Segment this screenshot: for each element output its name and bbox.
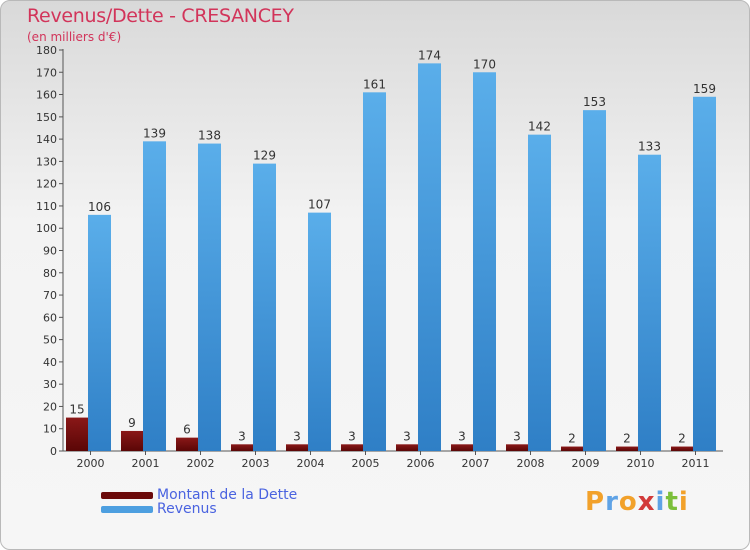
x-tick-label: 2011: [682, 457, 710, 470]
data-label-dette: 2: [623, 432, 631, 446]
x-tick-label: 2007: [462, 457, 490, 470]
y-tick-label: 140: [36, 133, 57, 146]
logo-letter: P: [585, 487, 606, 517]
data-label-dette: 3: [458, 429, 466, 443]
logo-letter: t: [665, 487, 679, 517]
data-label-revenus: 159: [693, 82, 716, 96]
bar-revenus: [88, 214, 111, 451]
logo-letter: o: [618, 487, 638, 517]
legend-swatch-debt: [101, 492, 153, 499]
data-label-revenus: 139: [143, 126, 166, 140]
data-label-dette: 3: [238, 429, 246, 443]
y-tick-label: 110: [36, 200, 57, 213]
y-tick-label: 0: [50, 445, 57, 458]
data-label-dette: 9: [128, 416, 136, 430]
proxiti-logo: Proxiti: [585, 487, 689, 517]
bar-revenus: [528, 134, 551, 451]
data-label-dette: 2: [678, 432, 686, 446]
bar-revenus: [363, 92, 386, 452]
bar-revenus: [308, 212, 331, 451]
x-tick-label: 2003: [242, 457, 270, 470]
x-tick-label: 2009: [572, 457, 600, 470]
y-tick-label: 70: [43, 289, 57, 302]
data-label-revenus: 174: [418, 48, 441, 62]
bar-revenus: [143, 141, 166, 452]
data-label-dette: 2: [568, 432, 576, 446]
chart-subtitle: (en milliers d'€): [27, 30, 122, 44]
y-tick-label: 150: [36, 111, 57, 124]
data-label-revenus: 138: [198, 129, 221, 143]
y-tick-label: 120: [36, 178, 57, 191]
y-tick-label: 10: [43, 423, 57, 436]
legend-label-debt: Montant de la Dette: [157, 487, 298, 503]
bar-dette: [506, 444, 528, 451]
bar-revenus: [253, 163, 276, 451]
legend-swatch-revenus: [101, 506, 153, 513]
y-tick-label: 80: [43, 267, 57, 280]
data-label-dette: 3: [403, 429, 411, 443]
legend-label-revenus: Revenus: [157, 501, 217, 517]
x-tick-label: 2008: [517, 457, 545, 470]
y-tick-label: 40: [43, 356, 57, 369]
x-tick-label: 2004: [297, 457, 325, 470]
bar-dette: [66, 417, 88, 451]
data-label-revenus: 170: [473, 57, 496, 71]
logo-letter: x: [637, 487, 656, 517]
bar-revenus: [583, 110, 606, 452]
data-label-revenus: 106: [88, 200, 111, 214]
bar-dette: [616, 446, 638, 451]
logo-letter: i: [678, 487, 689, 517]
x-tick-label: 2006: [407, 457, 435, 470]
bar-revenus: [473, 72, 496, 452]
bar-dette: [231, 444, 253, 451]
x-tick-label: 2010: [627, 457, 655, 470]
bar-revenus: [198, 143, 221, 452]
data-label-dette: 15: [69, 403, 84, 417]
y-tick-label: 60: [43, 311, 57, 324]
data-label-revenus: 129: [253, 149, 276, 163]
bar-revenus: [418, 63, 441, 451]
y-tick-label: 130: [36, 155, 57, 168]
bar-dette: [396, 444, 418, 451]
logo-letter: r: [605, 487, 619, 517]
x-tick-label: 2005: [352, 457, 380, 470]
x-tick-label: 2002: [187, 457, 215, 470]
logo-letter: i: [655, 487, 666, 517]
chart-title: Revenus/Dette - CRESANCEY: [27, 5, 294, 27]
data-label-dette: 3: [348, 429, 356, 443]
y-tick-label: 180: [36, 44, 57, 57]
bar-dette: [341, 444, 363, 451]
data-label-revenus: 142: [528, 120, 551, 134]
bar-dette: [561, 446, 583, 451]
y-tick-label: 160: [36, 89, 57, 102]
data-label-dette: 3: [513, 429, 521, 443]
y-tick-label: 20: [43, 400, 57, 413]
bar-dette: [286, 444, 308, 451]
data-label-revenus: 161: [363, 77, 386, 91]
bar-revenus: [693, 96, 716, 452]
bar-dette: [451, 444, 473, 451]
data-label-dette: 3: [293, 429, 301, 443]
data-label-revenus: 107: [308, 198, 331, 212]
x-tick-label: 2001: [132, 457, 160, 470]
data-label-dette: 6: [183, 423, 191, 437]
data-label-revenus: 133: [638, 140, 661, 154]
bar-dette: [671, 446, 693, 451]
bar-revenus: [638, 154, 661, 451]
y-tick-label: 90: [43, 245, 57, 258]
x-tick-label: 2000: [77, 457, 105, 470]
bar-dette: [121, 430, 143, 451]
y-tick-label: 100: [36, 222, 57, 235]
bar-dette: [176, 437, 198, 451]
y-tick-label: 170: [36, 66, 57, 79]
y-tick-label: 30: [43, 378, 57, 391]
data-label-revenus: 153: [583, 95, 606, 109]
y-tick-label: 50: [43, 334, 57, 347]
